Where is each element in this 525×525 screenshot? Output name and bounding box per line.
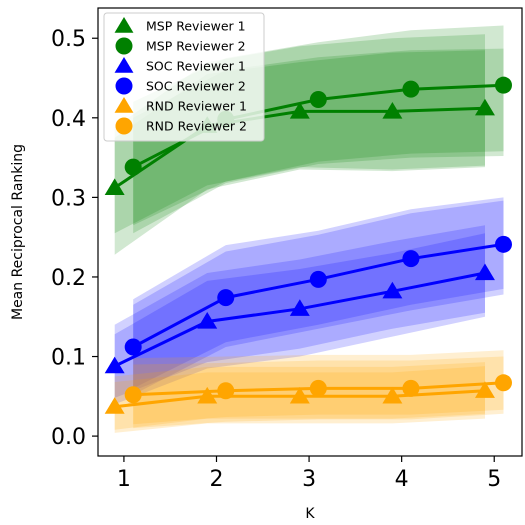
y-tick-label-1: 0.1 [51,346,86,371]
y-tick-label-3: 0.3 [51,186,86,211]
legend-label-1: MSP Reviewer 2 [146,39,246,54]
legend-label-2: SOC Reviewer 1 [146,59,246,74]
legend-label-3: SOC Reviewer 2 [146,79,246,94]
point-1-4 [494,76,512,94]
point-1-2 [309,91,327,109]
point-0-4 [474,98,495,116]
point-4-2 [289,386,310,404]
y-tick-label-0: 0.0 [51,425,86,450]
legend-marker-4 [114,97,134,113]
point-1-3 [402,80,420,98]
y-tick-label-2: 0.2 [51,266,86,291]
legend-marker-2 [114,57,134,73]
point-5-1 [217,382,235,400]
legend-marker-1 [115,37,133,55]
point-5-2 [309,379,327,397]
point-1-0 [124,158,142,176]
point-3-2 [309,270,327,288]
plot-frame [97,7,523,457]
legend-label-4: RND Reviewer 1 [146,99,247,114]
point-0-2 [289,101,310,119]
legend-marker-0 [114,17,134,33]
point-3-4 [494,235,512,253]
x-tick-label-3: 4 [395,467,409,492]
point-2-3 [382,281,403,299]
point-3-1 [217,289,235,307]
point-5-4 [494,374,512,392]
x-tick-label-4: 5 [487,467,501,492]
point-2-1 [197,312,218,329]
point-5-3 [402,379,420,397]
axis-ticks: 1 2 3 4 5 0.0 0.1 0.2 0.3 0.4 0.5 [51,27,501,492]
point-4-1 [197,386,218,404]
point-0-0 [104,178,125,195]
point-4-3 [382,386,403,404]
legend: MSP Reviewer 1 MSP Reviewer 2 SOC Reviewer… [103,12,265,142]
legend-label-5: RND Reviewer 2 [146,119,247,134]
x-tick-label-0: 1 [117,467,131,492]
point-3-0 [124,338,142,356]
point-5-0 [124,386,142,404]
point-0-3 [382,101,403,119]
y-tick-label-4: 0.4 [51,107,86,132]
band-inner-3 [133,200,504,389]
band-outer-3 [133,197,504,395]
point-2-0 [104,356,125,374]
legend-marker-3 [115,77,133,95]
legend-marker-5 [115,117,133,135]
y-tick-label-5: 0.5 [51,27,86,52]
point-3-3 [402,250,420,268]
y-axis-label: Mean Reciprocal Ranking [10,144,26,320]
legend-box [103,12,265,142]
point-2-4 [474,263,495,281]
legend-label-0: MSP Reviewer 1 [146,19,246,34]
point-4-0 [104,397,125,414]
point-2-2 [289,299,310,316]
x-axis-label: K [305,506,315,522]
point-4-4 [474,381,495,398]
x-tick-label-2: 3 [302,467,316,492]
x-tick-label-1: 2 [209,467,223,492]
